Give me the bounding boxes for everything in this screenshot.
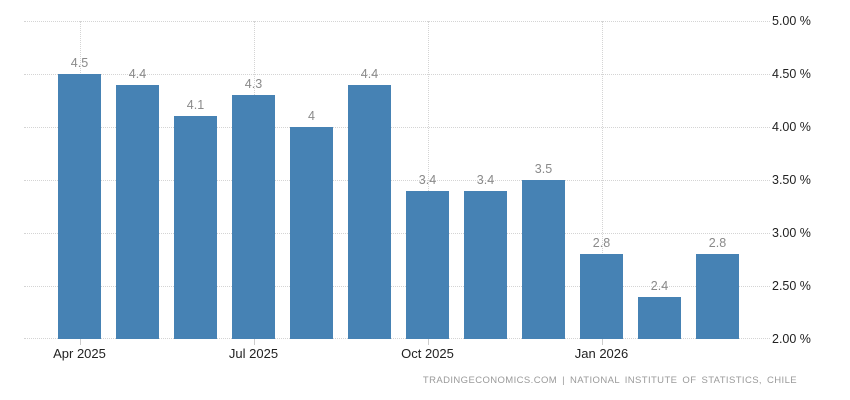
gridline-h [24,180,770,181]
bar-value-label: 4.4 [128,66,147,81]
bar[interactable] [406,190,449,339]
y-tick-label: 5.00 % [772,14,811,28]
y-tick-label: 3.00 % [772,226,811,240]
bar[interactable] [522,180,565,339]
bar-value-label: 4.4 [360,66,379,81]
bar-value-label: 2.8 [592,236,611,251]
bar[interactable] [638,296,681,339]
gridline-h [24,286,770,287]
bar[interactable] [696,254,739,339]
bar-value-label: 4.3 [244,77,263,92]
attribution-text: TRADINGECONOMICS.COM | NATIONAL INSTITUT… [422,375,797,386]
x-tick-mark [253,339,255,345]
bar-value-label: 4 [308,109,315,123]
bar-value-label: 3.5 [534,162,553,176]
bar[interactable] [348,84,391,339]
bar-value-label: 2.8 [708,236,727,251]
gridline-h [24,233,770,234]
x-tick-label: Jan 2026 [574,346,629,361]
bar-value-label: 4.5 [70,56,89,70]
gridline-h [24,127,770,128]
x-tick-label: Jul 2025 [228,346,279,361]
bar[interactable] [232,95,275,339]
x-tick-label: Apr 2025 [53,346,106,361]
y-tick-label: 3.50 % [772,173,811,187]
plot-area: Apr 2025 Jul 2025 Oct 2025 Jan 2026 4.5 4.4 4.… [24,21,770,361]
x-tick-mark [79,339,81,345]
x-tick-mark [601,339,603,345]
bar-value-label: 4.1 [186,98,205,113]
gridline-v [601,21,603,339]
x-tick-mark [427,339,429,345]
bar[interactable] [174,116,217,339]
y-tick-label: 4.50 % [772,67,811,81]
bar[interactable] [58,74,101,339]
y-tick-label: 2.50 % [772,279,811,293]
gridline-h [24,21,770,22]
bar[interactable] [290,127,333,339]
y-tick-label: 2.00 % [772,332,811,346]
bar[interactable] [580,254,623,339]
gridline-h [24,74,770,75]
bar[interactable] [464,190,507,339]
bar-value-label: 3.4 [418,172,437,187]
gridline-v [427,21,429,339]
bar-value-label: 3.4 [476,172,495,187]
y-tick-label: 4.00 % [772,120,811,134]
gridline-h [24,338,770,339]
bar-value-label: 2.4 [650,278,669,293]
bar[interactable] [116,84,159,339]
x-tick-label: Oct 2025 [401,346,454,361]
